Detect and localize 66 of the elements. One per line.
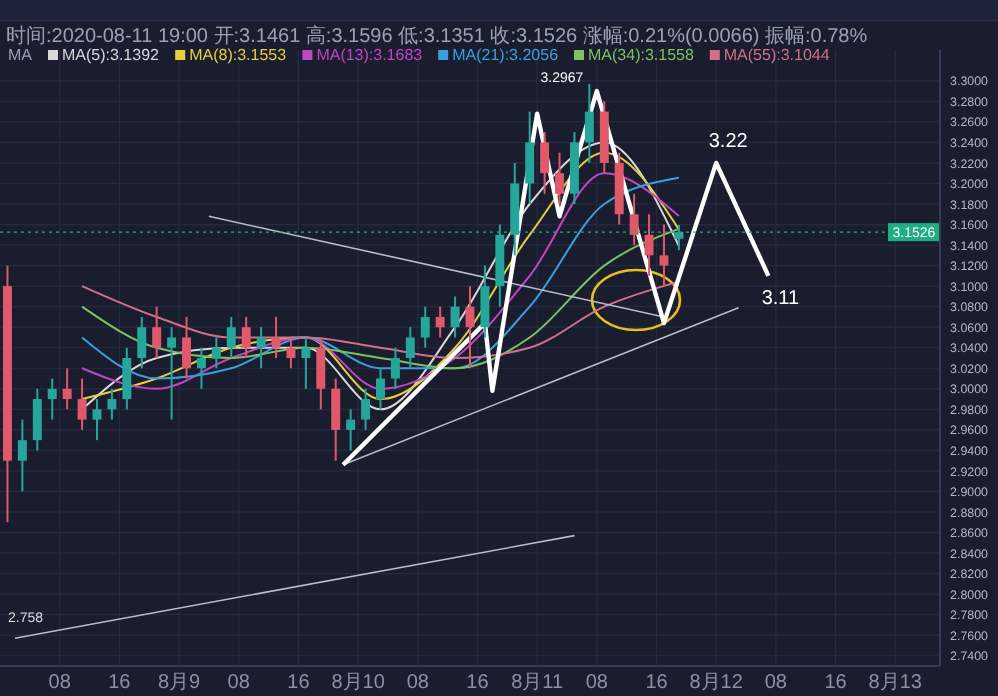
candlestick [450,295,460,339]
candlestick [32,387,42,452]
candlestick [137,315,147,370]
legend-label: MA(5):3.1392 [62,46,161,64]
legend-label: MA(21):3.2056 [452,46,560,64]
x-tick-label: 08 [585,672,609,694]
candlestick [629,192,639,247]
candlestick [17,418,27,493]
candlestick [182,315,191,380]
candlestick [77,377,87,431]
candlestick [435,305,445,339]
legend-title: MA [8,46,34,64]
candlestick [62,367,72,411]
x-tick-label: 08 [764,672,788,694]
candlestick [331,377,341,462]
x-tick-label: 16 [466,672,490,694]
line-series [81,227,680,370]
x-tick-label: 16 [824,672,848,694]
legend-label: MA(8):3.1553 [189,46,288,64]
candlestick [644,213,654,277]
x-tick-label: 16 [645,672,669,694]
candlestick [480,264,490,339]
candlestick [376,367,385,411]
candlestick [196,346,206,390]
candlestick [92,398,102,442]
candlestick [286,336,296,370]
candlestick [420,305,430,349]
candlestick [555,151,564,205]
candlestick [271,315,281,359]
x-tick-label: 8月12 [689,672,744,694]
candlestick [47,377,57,421]
candlestick [241,315,251,359]
candlestick [584,83,594,164]
chart-subtitle: 时间:2020-08-11 19:00 开:3.1461 高:3.1596 低:3.1351 收:3.1526 涨幅:0.21%(0.0066) 振幅:0.78% [6,24,868,48]
candlestick [122,346,132,411]
legend-label: MA(34):3.1558 [588,46,695,64]
x-tick-label: 08 [227,672,251,694]
x-tick-label: 16 [287,672,311,694]
candlestick [152,305,162,359]
line-series [81,280,680,359]
x-tick-label: 8月11 [511,672,564,694]
x-tick-label: 08 [406,672,430,694]
x-tick-label: 08 [48,672,72,694]
legend-label: MA(13):3.1683 [316,46,424,64]
candlestick [525,110,535,205]
x-tick-label: 8月9 [157,672,202,694]
candlestick [256,326,266,370]
candlestick [167,326,177,421]
candlestick [405,326,415,370]
x-tick-label: 8月10 [331,672,386,694]
candlestick [226,315,236,359]
candlestick [301,336,311,390]
candlestick [107,387,117,421]
x-tick-label: 8月13 [868,672,923,694]
candlestick [211,336,221,370]
x-tick-label: 16 [108,672,132,694]
annotation: 3.22 [708,130,749,153]
candlestick [346,408,356,452]
candlestick [659,223,669,288]
candlestick [316,336,326,411]
annotation: 3.11 [761,287,800,310]
candlestick [674,223,684,252]
legend-label: MA(55):3.1044 [723,46,831,64]
candlestick [540,131,550,195]
candlestick [361,387,371,431]
candlestick [390,346,400,390]
